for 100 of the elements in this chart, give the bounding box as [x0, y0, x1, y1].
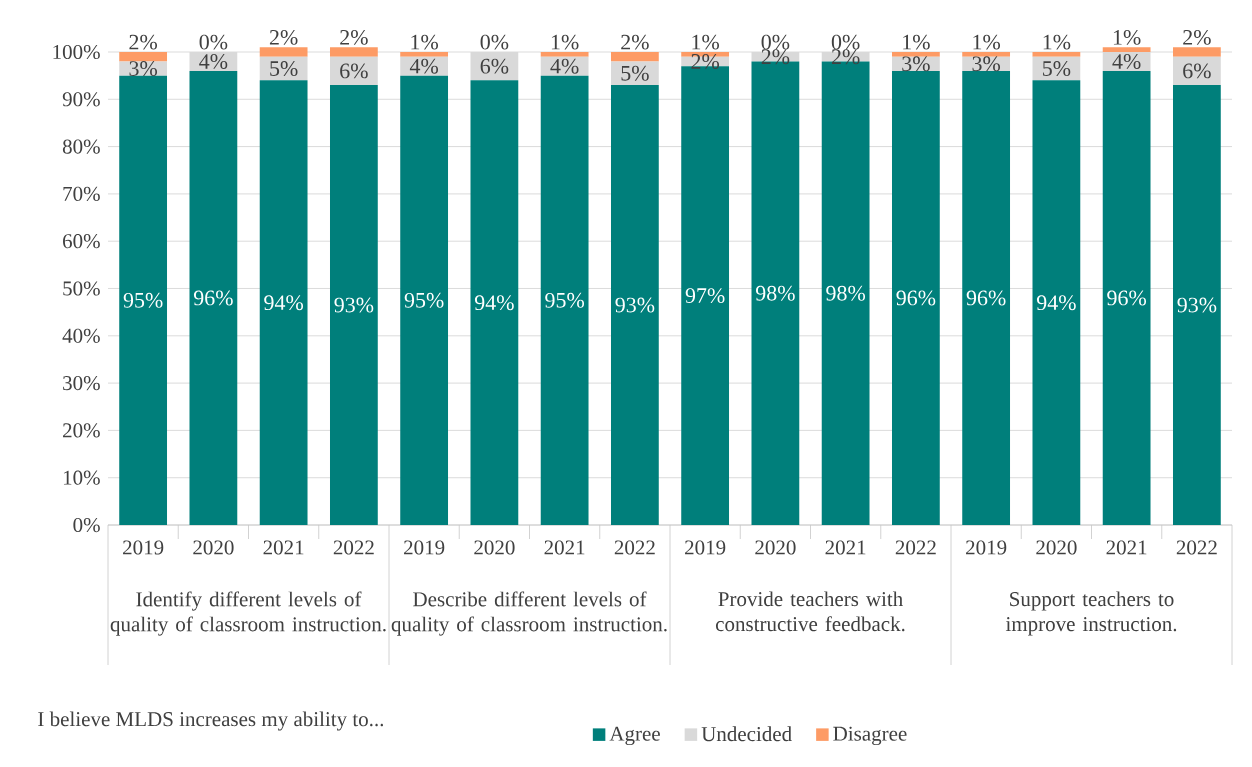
data-label: 0%: [761, 34, 790, 50]
data-label: 95%: [123, 292, 163, 308]
data-label: 1%: [551, 34, 579, 50]
data-label: 2%: [340, 29, 368, 45]
bar: [470, 80, 519, 525]
x-tick-label: 2019: [123, 540, 164, 555]
x-tick-label: 2020: [193, 540, 234, 555]
data-label: 5%: [270, 61, 298, 77]
data-label: 0%: [831, 34, 860, 50]
data-label: 2%: [129, 34, 158, 50]
bar: [1032, 51, 1081, 57]
x-tick-label: 2020: [474, 540, 515, 555]
data-label: 96%: [966, 290, 1006, 306]
x-tick-label: 2022: [614, 540, 655, 555]
y-tick-label: 60%: [63, 234, 100, 249]
bar: [540, 75, 589, 525]
y-tick-label: 70%: [63, 186, 100, 202]
x-tick-label: 2022: [333, 540, 374, 555]
data-label: 1%: [692, 34, 720, 50]
text: Provide teachers with constructive feedback.: [715, 591, 905, 632]
data-label: 95%: [545, 292, 585, 308]
data-label: 4%: [409, 58, 439, 74]
bar: [329, 47, 378, 57]
bar: [119, 51, 168, 62]
bar: [1173, 85, 1221, 525]
bar: [329, 85, 378, 525]
data-label: 5%: [621, 65, 649, 81]
data-label: 2%: [269, 29, 298, 45]
x-tick-label: 2020: [1036, 540, 1077, 555]
data-label: 98%: [755, 285, 795, 301]
data-label: 1%: [411, 34, 439, 50]
data-label: 96%: [896, 290, 936, 306]
text: Identify different levels of quality of classroom instruction.: [110, 591, 386, 636]
bar: [1102, 47, 1151, 52]
data-label: 93%: [334, 297, 374, 313]
data-label: 4%: [1112, 54, 1141, 69]
bar: [400, 51, 449, 57]
data-label: 6%: [340, 63, 368, 79]
text: Support teachers to improve instruction.: [1005, 591, 1177, 636]
y-tick-label: 80%: [62, 139, 100, 154]
data-label: 4%: [550, 58, 579, 74]
data-label: 2%: [621, 34, 649, 50]
x-tick-label: 2022: [1176, 540, 1217, 555]
bar: [1102, 70, 1151, 525]
data-label: 2%: [691, 54, 720, 69]
data-label: 2%: [1183, 29, 1211, 45]
x-tick-label: 2019: [404, 540, 445, 555]
x-tick-label: 2021: [263, 540, 304, 555]
x-tick-label: 2019: [685, 540, 726, 555]
x-tick-label: 2021: [544, 540, 585, 555]
y-tick-label: 10%: [63, 470, 100, 485]
x-tick-label: 2020: [755, 540, 796, 555]
data-label: 93%: [1177, 297, 1217, 313]
bar: [1173, 56, 1221, 86]
legend-label: Undecided: [701, 726, 792, 742]
bar: [329, 56, 378, 86]
bar: [119, 75, 168, 525]
bar: [892, 51, 940, 57]
bar: [1173, 47, 1221, 57]
x-tick-label: 2022: [895, 540, 936, 555]
legend-label: Agree: [609, 726, 660, 746]
data-label: 6%: [480, 58, 509, 74]
bar: [962, 70, 1011, 525]
data-label: 94%: [474, 295, 514, 311]
data-label: 6%: [1183, 63, 1211, 79]
data-label: 96%: [1107, 290, 1147, 306]
data-label: 3%: [902, 56, 930, 72]
x-tick-label: 2021: [825, 540, 866, 555]
x-tick-label: 2021: [1106, 540, 1147, 555]
bar: [892, 70, 940, 525]
bar: [259, 80, 308, 525]
y-tick-label: 20%: [63, 423, 100, 438]
bar: [1032, 80, 1081, 525]
bar: [259, 47, 308, 57]
data-label: 94%: [1036, 295, 1076, 311]
bar: [189, 70, 238, 525]
x-tick-label: 2019: [966, 540, 1007, 555]
y-tick-label: 0%: [73, 517, 100, 533]
data-label: 1%: [1043, 34, 1071, 50]
bar: [962, 51, 1011, 57]
data-label: 1%: [973, 34, 1001, 50]
bar: [540, 51, 589, 57]
data-label: 97%: [685, 288, 725, 304]
data-label: 2%: [761, 49, 790, 65]
data-label: 5%: [1043, 61, 1071, 77]
y-tick-label: 100%: [53, 44, 100, 60]
data-label: 4%: [199, 54, 228, 69]
text: Describe different levels of quality of classroom instruction.: [391, 591, 667, 636]
y-tick-label: 50%: [63, 281, 100, 296]
legend-label: Disagree: [833, 726, 907, 746]
y-tick-label: 90%: [62, 92, 100, 107]
bar: [611, 61, 659, 86]
bar: [611, 51, 659, 62]
bar: [611, 85, 659, 525]
data-label: 93%: [615, 297, 655, 313]
data-label: 2%: [831, 49, 860, 65]
data-label: 1%: [1113, 29, 1141, 45]
data-label: 95%: [404, 292, 444, 308]
bar: [119, 61, 168, 76]
data-label: 3%: [972, 56, 1001, 72]
